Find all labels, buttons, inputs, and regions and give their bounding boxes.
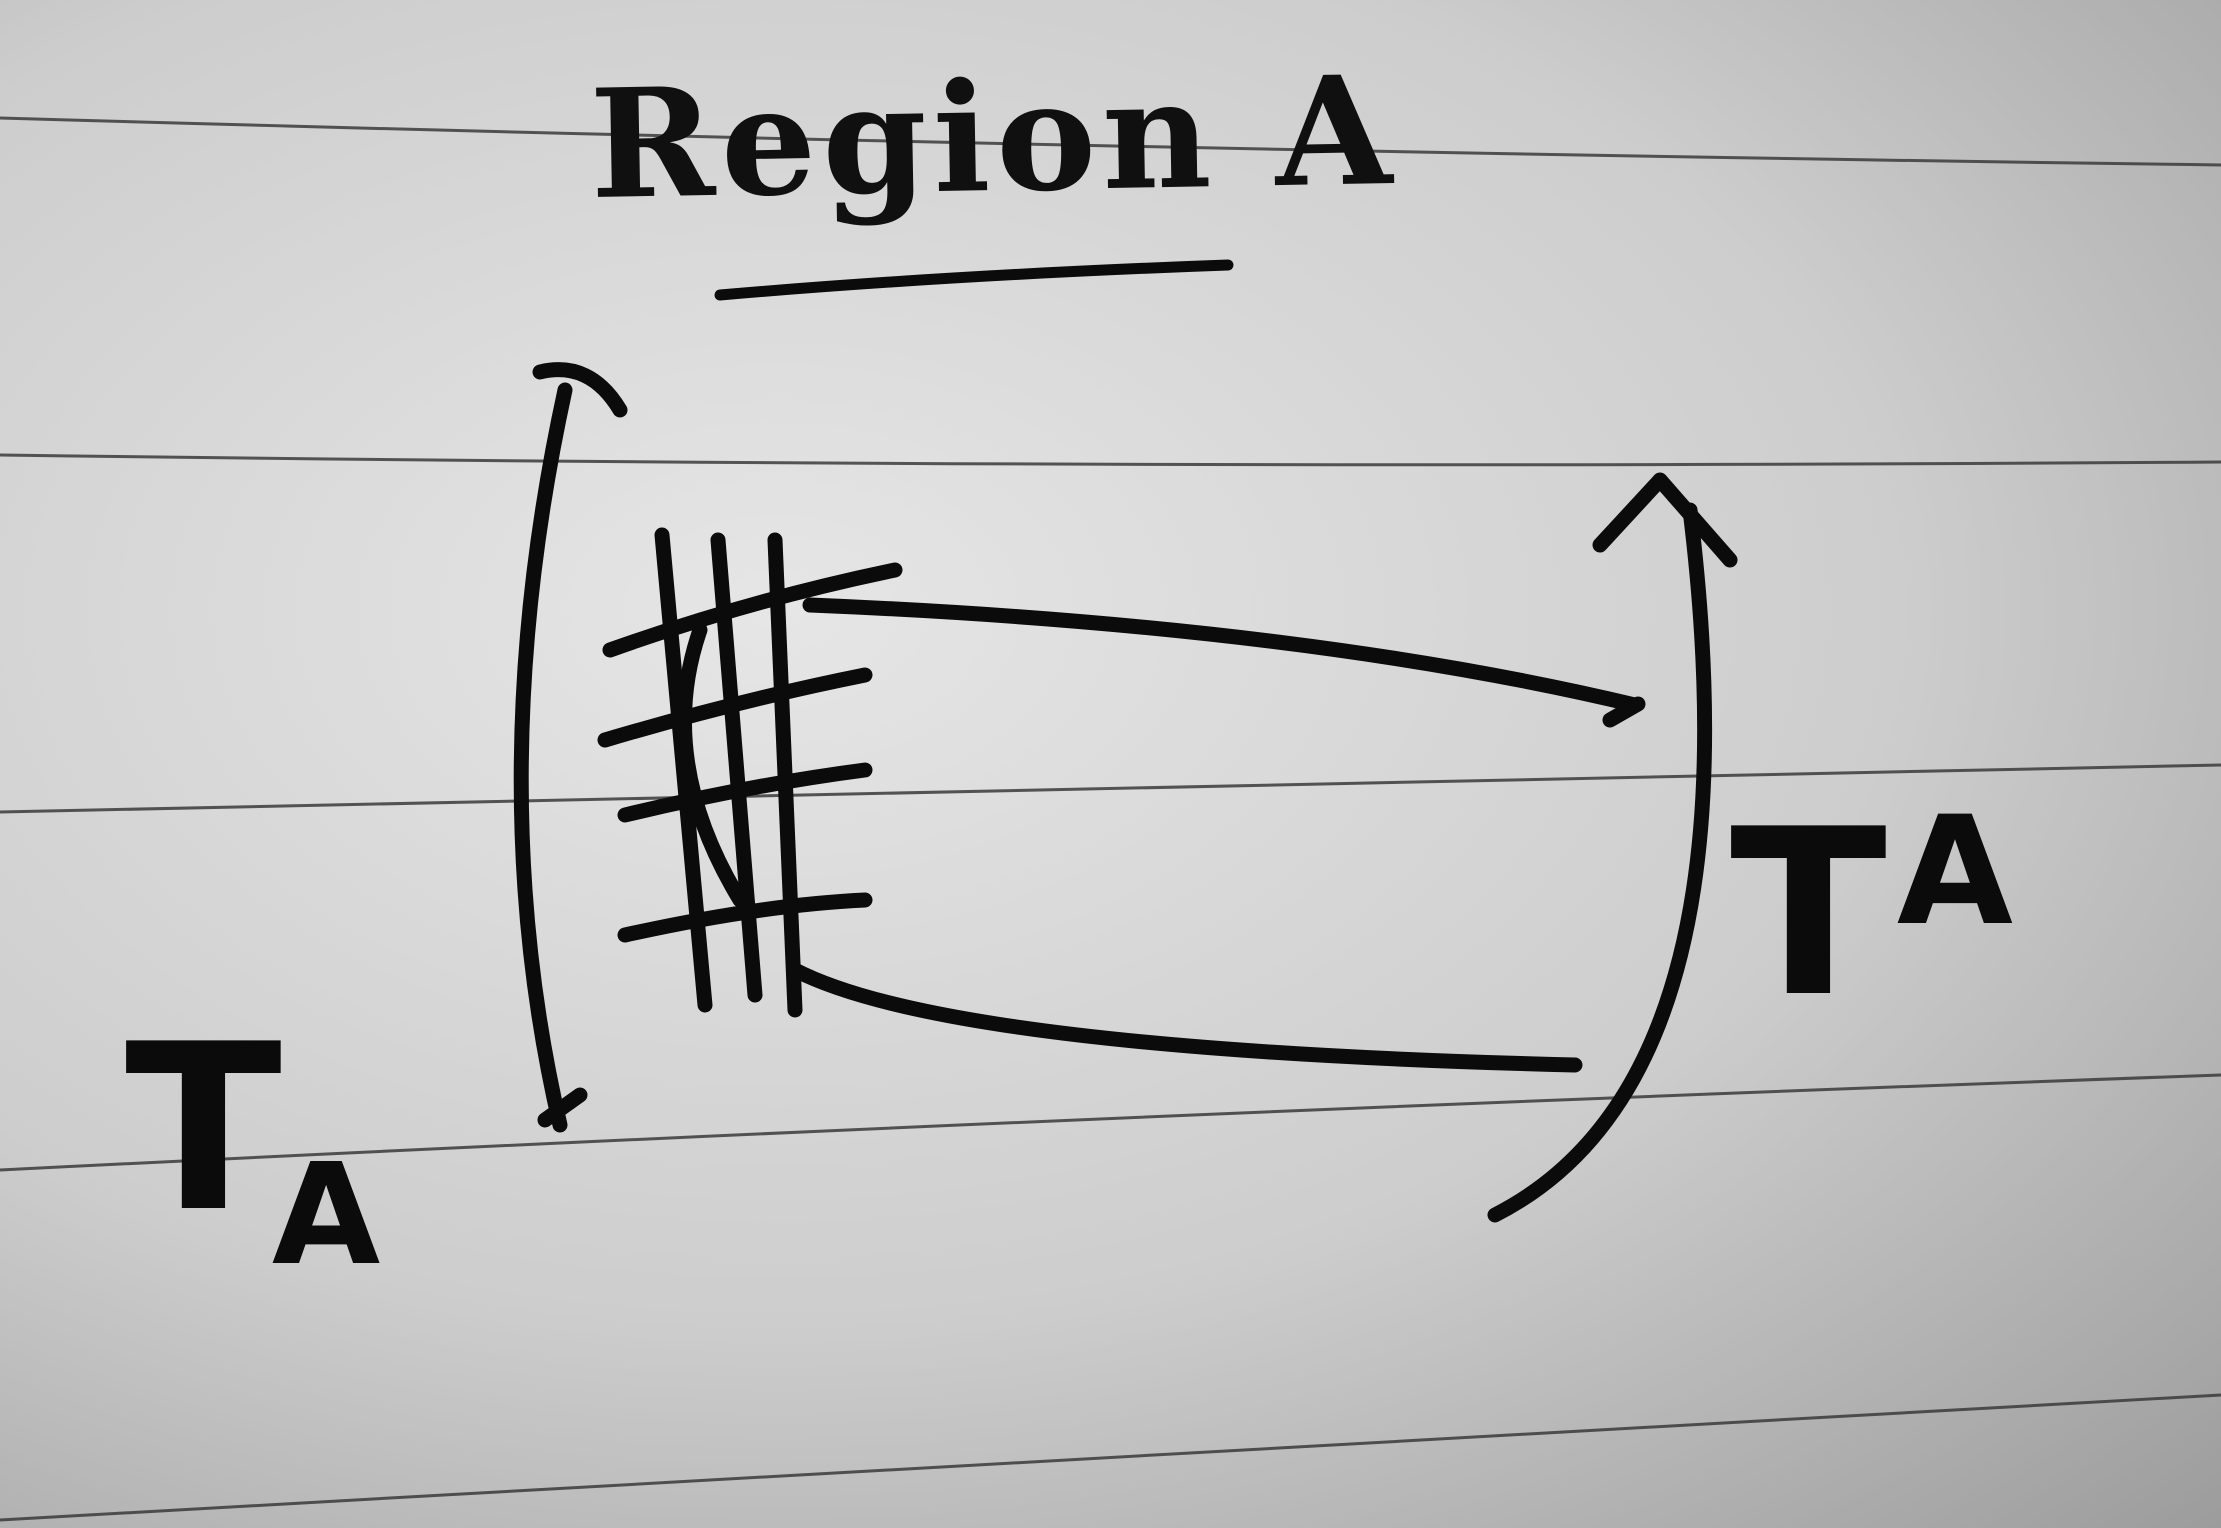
upper-flow-line: [802, 597, 1643, 713]
ruled-line: [0, 1393, 2221, 1522]
left-arrow-tail: [537, 1087, 588, 1128]
symbol-t-sup-a: TA: [1730, 785, 2013, 1030]
title-underline: [714, 259, 1234, 301]
ruled-lines: [0, 116, 2221, 1522]
upper-flow-arrowhead: [1602, 696, 1646, 728]
symbol-main-letter: T: [1730, 781, 1887, 1048]
right-curved-arrow: [1487, 502, 1713, 1223]
diagram-title: Region A: [588, 42, 1400, 234]
hatch-horizontal: [602, 562, 903, 658]
symbol-t-sub-a: TA: [125, 1015, 380, 1298]
hatch-horizontal: [597, 667, 873, 748]
lower-flow-line: [787, 962, 1583, 1073]
left-arrowhead: [532, 362, 628, 418]
ruled-line: [0, 116, 2221, 167]
ruled-line: [0, 763, 2221, 814]
ruled-line: [0, 453, 2221, 467]
symbol-superscript: A: [1896, 785, 2013, 959]
ruled-line: [0, 1073, 2221, 1172]
hatched-boundary: [597, 527, 903, 1018]
hatch-horizontal: [617, 892, 873, 943]
right-arrowhead: [1592, 472, 1738, 568]
left-curved-arrow: [513, 382, 573, 1133]
symbol-subscript: A: [271, 1134, 381, 1297]
hatch-horizontal: [617, 762, 873, 823]
hatch-curve: [676, 622, 748, 908]
symbol-main-letter: T: [125, 996, 282, 1263]
